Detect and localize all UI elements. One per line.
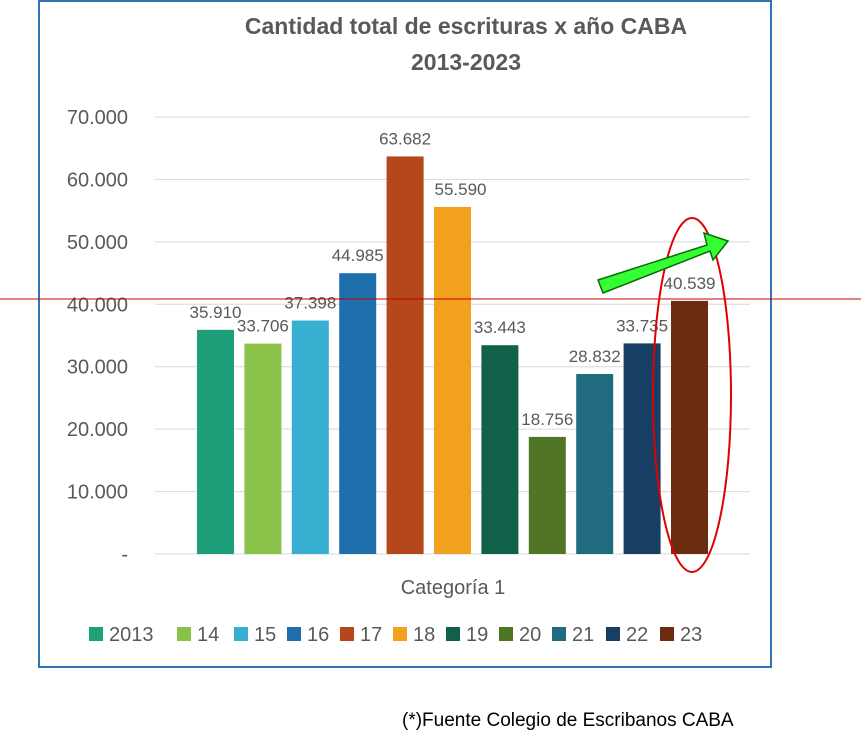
y-tick-label: 40.000 — [67, 294, 128, 316]
legend-swatch-20 — [499, 627, 513, 641]
data-label-19: 33.443 — [474, 318, 526, 337]
y-tick-label: - — [121, 544, 128, 566]
chart-title: Cantidad total de escrituras x año CABA — [245, 13, 687, 39]
data-label-14: 33.706 — [237, 317, 289, 336]
legend-label-18: 18 — [413, 624, 435, 646]
y-tick-label: 50.000 — [67, 232, 128, 254]
legend-swatch-15 — [234, 627, 248, 641]
bar-23 — [671, 300, 708, 554]
legend-label-20: 20 — [519, 624, 541, 646]
bar-14 — [244, 343, 282, 554]
y-tick-label: 30.000 — [67, 357, 128, 379]
legend-swatch-2013 — [89, 627, 103, 641]
bar-16 — [339, 273, 377, 554]
highlight-ellipse — [652, 217, 732, 573]
data-label-22: 33.735 — [616, 316, 668, 335]
legend-label-17: 17 — [360, 624, 382, 646]
y-tick-label: 10.000 — [67, 482, 128, 504]
data-label-20: 18.756 — [521, 410, 573, 429]
legend-swatch-21 — [552, 627, 566, 641]
bar-chart: Cantidad total de escrituras x año CABA … — [0, 13, 861, 646]
bar-18 — [434, 206, 471, 554]
data-label-16: 44.985 — [332, 246, 384, 265]
y-tick-label: 60.000 — [67, 169, 128, 191]
legend-swatch-17 — [340, 627, 354, 641]
legend-label-2013: 2013 — [109, 624, 154, 646]
data-label-21: 28.832 — [569, 347, 621, 366]
source-note: (*)Fuente Colegio de Escribanos CABA — [402, 710, 734, 731]
legend-label-14: 14 — [197, 624, 219, 646]
legend-label-22: 22 — [626, 624, 648, 646]
legend-label-15: 15 — [254, 624, 276, 646]
legend-swatch-19 — [446, 627, 460, 641]
data-label-23: 40.539 — [664, 274, 716, 293]
legend-label-21: 21 — [572, 624, 594, 646]
bars — [197, 156, 708, 554]
bar-20 — [528, 436, 566, 554]
legend-swatch-23 — [660, 627, 674, 641]
legend-label-16: 16 — [307, 624, 329, 646]
legend-label-19: 19 — [466, 624, 488, 646]
bar-15 — [291, 320, 329, 554]
legend-swatch-14 — [177, 627, 191, 641]
y-tick-label: 20.000 — [67, 419, 128, 441]
bar-17 — [386, 156, 424, 554]
bar-2013 — [197, 329, 234, 554]
data-label-17: 63.682 — [379, 129, 431, 148]
data-label-18: 55.590 — [435, 180, 487, 199]
bar-19 — [481, 345, 519, 554]
legend-swatch-22 — [606, 627, 620, 641]
legend-swatch-16 — [287, 627, 301, 641]
legend: 2013 14 15 16 17 18 19 20 21 22 23 — [89, 624, 702, 646]
data-label-2013: 35.910 — [190, 303, 242, 322]
y-tick-label: 70.000 — [67, 107, 128, 129]
x-axis-category-label: Categoría 1 — [401, 577, 506, 599]
bar-21 — [576, 374, 614, 554]
legend-label-23: 23 — [680, 624, 702, 646]
chart-subtitle: 2013-2023 — [411, 49, 521, 75]
y-axis-ticks: - 10.000 20.000 30.000 40.000 50.000 60.000 70.… — [67, 107, 128, 566]
data-label-15: 37.398 — [284, 294, 336, 313]
legend-swatch-18 — [393, 627, 407, 641]
trend-arrow-icon — [597, 231, 730, 294]
annotations — [0, 217, 861, 573]
